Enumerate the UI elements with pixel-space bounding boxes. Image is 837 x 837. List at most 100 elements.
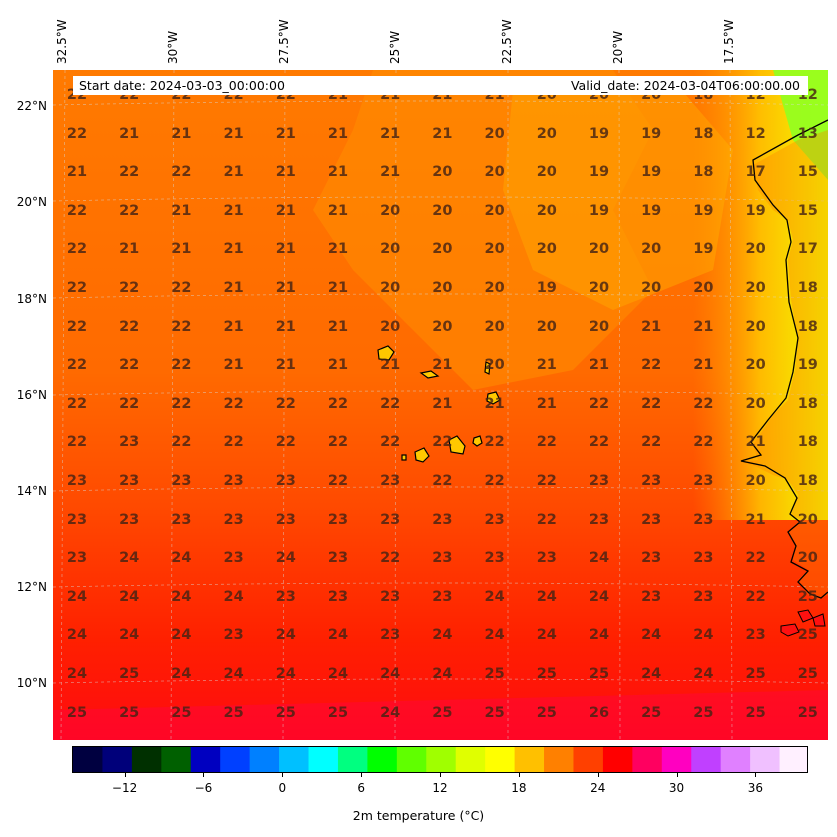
colorbar-tick-label: −12 (111, 781, 138, 795)
colorbar-swatch (602, 747, 633, 772)
grid-value: 20 (588, 318, 610, 335)
longitude-label: 25°W (388, 30, 402, 64)
grid-value: 21 (171, 202, 192, 219)
longitude-label: 32.5°W (55, 19, 69, 64)
grid-value: 20 (432, 318, 453, 335)
grid-value: 22 (484, 473, 505, 489)
grid-value: 24 (588, 550, 610, 567)
grid-value: 22 (275, 395, 296, 412)
grid-value: 20 (484, 241, 505, 258)
islands (377, 345, 501, 463)
grid-value: 22 (641, 395, 662, 412)
colorbar-swatch (396, 747, 427, 772)
grid-value: 19 (588, 125, 610, 142)
grid-value: 23 (432, 550, 453, 567)
graticule (53, 70, 828, 740)
grid-value: 24 (66, 588, 88, 605)
grid-value: 20 (432, 280, 453, 296)
grid-value: 24 (223, 588, 244, 605)
grid-value: 22 (432, 473, 453, 489)
colorbar-tick (676, 773, 678, 777)
map-panel[interactable]: 22 22 22 22 22 21 21 21 21 20 20 20 18 12 12 22 21 21 21 21… (53, 70, 828, 740)
longitude-label: 27.5°W (277, 19, 291, 64)
grid-value: 22 (119, 164, 140, 181)
colorbar-swatch (131, 747, 162, 772)
colorbar-tick (440, 773, 441, 777)
grid-value: 20 (797, 550, 818, 567)
grid-value: 19 (588, 164, 610, 181)
grid-value: 23 (693, 588, 714, 605)
grid-value: 23 (641, 511, 662, 528)
grid-value: 25 (693, 704, 714, 721)
colorbar-swatch (544, 747, 575, 772)
colorbar-tick (203, 773, 205, 777)
grid-value: 21 (745, 434, 766, 451)
colorbar-swatches (73, 747, 810, 772)
grid-value: 21 (327, 241, 349, 258)
grid-value: 22 (380, 550, 401, 567)
grid-value: 20 (432, 164, 453, 181)
grid-value: 21 (223, 318, 244, 335)
grid-value: 24 (536, 627, 557, 644)
grid-value: 18 (693, 125, 714, 142)
grid-value: 21 (432, 125, 453, 142)
grid-value: 25 (797, 666, 818, 682)
grid-value: 21 (275, 202, 296, 219)
grid-value: 21 (641, 318, 662, 335)
colorbar-tick (282, 773, 284, 777)
grid-value: 19 (641, 125, 662, 142)
grid-value: 20 (432, 241, 453, 258)
grid-value: 22 (536, 511, 557, 528)
grid-value: 21 (223, 202, 244, 219)
grid-value: 22 (66, 125, 88, 142)
grid-value: 25 (484, 704, 505, 721)
grid-value: 21 (380, 125, 401, 142)
start-date-label: Start date: 2024-03-03_00:00:00 (79, 78, 285, 93)
grid-value: 24 (66, 627, 88, 644)
latitude-label: 14°N (16, 484, 47, 498)
colorbar-swatch (750, 747, 781, 772)
grid-value: 24 (223, 666, 244, 682)
colorbar-swatch (485, 747, 516, 772)
grid-value: 22 (380, 395, 401, 412)
grid-value: 24 (275, 550, 296, 567)
grid-value: 22 (380, 434, 401, 451)
colorbar-swatch (691, 747, 722, 772)
grid-value: 23 (275, 473, 296, 489)
grid-value: 25 (432, 704, 453, 721)
grid-value: 25 (588, 666, 610, 682)
grid-value: 23 (327, 511, 349, 528)
grid-value: 24 (119, 588, 140, 605)
grid-value: 25 (119, 666, 140, 682)
grid-value: 20 (745, 280, 766, 296)
grid-value: 19 (693, 202, 714, 219)
grid-value: 23 (66, 550, 88, 567)
colorbar-tick-label: 30 (668, 781, 685, 795)
longitude-label: 30°W (166, 30, 180, 64)
grid-value: 21 (327, 318, 349, 335)
grid-value: 21 (693, 318, 714, 335)
grid-value: 18 (693, 164, 714, 181)
colorbar-tick-label: 36 (747, 781, 764, 795)
grid-value: 19 (536, 280, 557, 296)
grid-value: 20 (693, 280, 714, 296)
temperature-field (53, 70, 828, 740)
grid-value: 21 (327, 164, 349, 181)
longitude-label: 20°W (611, 30, 625, 64)
grid-value: 21 (223, 357, 244, 374)
grid-value: 25 (223, 704, 244, 721)
grid-value: 21 (327, 202, 349, 219)
grid-value: 23 (66, 473, 88, 489)
grid-value: 25 (797, 704, 818, 721)
grid-value: 25 (536, 704, 557, 721)
grid-value: 24 (275, 627, 296, 644)
latitude-label: 22°N (16, 99, 47, 113)
colorbar-tick (755, 773, 757, 777)
grid-value: 25 (745, 666, 766, 682)
colorbar-tick-label: 18 (511, 781, 527, 795)
grid-value: 25 (745, 704, 766, 721)
grid-value: 23 (171, 473, 192, 489)
grid-value: 12 (745, 125, 766, 142)
colorbar-swatch (514, 747, 545, 772)
colorbar-tick-label: 24 (590, 781, 606, 795)
